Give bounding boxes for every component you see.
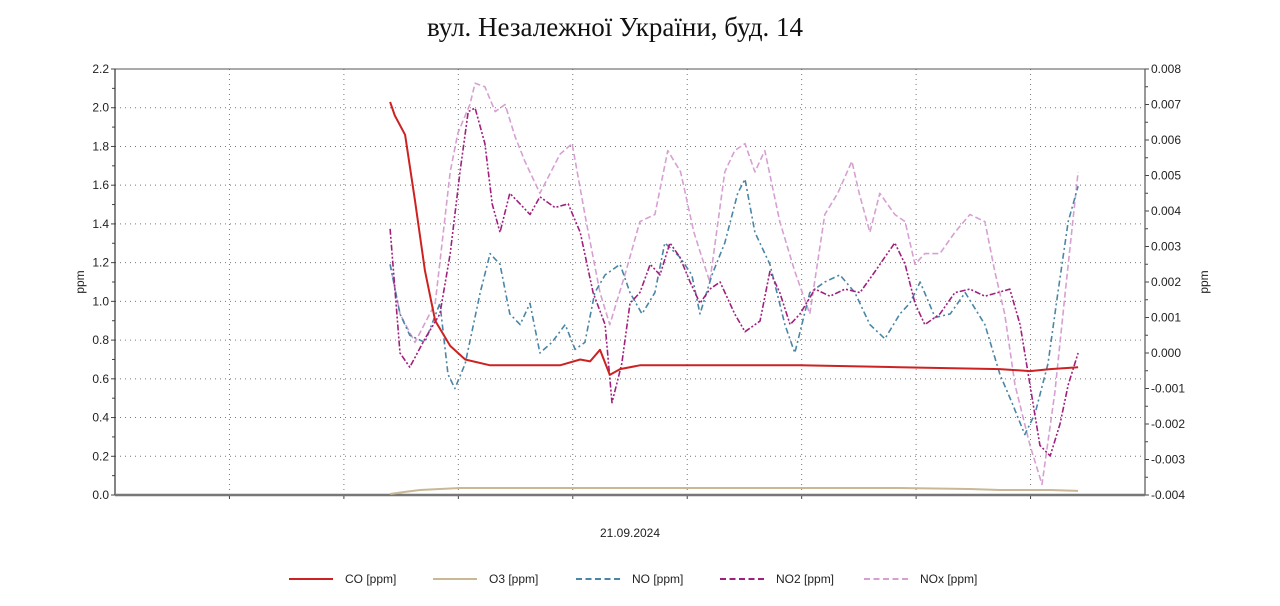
left-tick-label: 0.6	[92, 372, 109, 386]
series-line-o3	[389, 487, 1079, 495]
right-tick-label: 0.006	[1151, 133, 1181, 147]
series-line-no	[389, 178, 1079, 436]
right-tick-label: 0.001	[1151, 311, 1181, 325]
series-line-nox	[389, 82, 1079, 486]
left-tick-label: 1.8	[92, 139, 109, 153]
legend-label-nox: NOx [ppm]	[920, 572, 978, 586]
left-tick-label: 0.2	[92, 449, 109, 463]
right-tick-label: 0.003	[1151, 240, 1181, 254]
right-tick-label: 0.007	[1151, 98, 1181, 112]
legend-label-o3: O3 [ppm]	[489, 572, 539, 586]
right-tick-label: 0.008	[1151, 62, 1181, 76]
legend-label-no2: NO2 [ppm]	[776, 572, 835, 586]
left-tick-label: 2.2	[92, 62, 109, 76]
right-tick-label: -0.004	[1151, 488, 1185, 502]
y-axis-label-left: ppm	[73, 270, 87, 293]
right-tick-label: 0.002	[1151, 275, 1181, 289]
left-tick-label: 0.4	[92, 411, 109, 425]
legend-item-nox: NOx [ppm]	[864, 572, 977, 586]
left-tick-label: 1.4	[92, 217, 109, 231]
legend-label-co: CO [ppm]	[345, 572, 397, 586]
legend-swatch-nox	[864, 578, 908, 580]
left-tick-label: 2.0	[92, 101, 109, 115]
legend-swatch-no2	[720, 578, 764, 580]
legend-item-no2: NO2 [ppm]	[720, 572, 834, 586]
right-tick-label: 0.004	[1151, 204, 1181, 218]
right-tick-label: -0.002	[1151, 417, 1185, 431]
chart-title: вул. Незалежної України, буд. 14	[426, 12, 804, 42]
axis-labels: ppm ppm 21.09.2024	[73, 270, 1211, 540]
left-tick-label: 1.0	[92, 294, 109, 308]
y-axis-label-right: ppm	[1197, 270, 1211, 293]
right-tick-label: -0.003	[1151, 453, 1185, 467]
legend-item-o3: O3 [ppm]	[433, 572, 538, 586]
series-line-co	[389, 101, 1079, 376]
series-line-no2	[389, 107, 1079, 457]
legend-label-no: NO [ppm]	[632, 572, 684, 586]
right-tick-label: -0.001	[1151, 382, 1185, 396]
left-tick-label: 0.8	[92, 333, 109, 347]
left-tick-label: 1.2	[92, 256, 109, 270]
left-tick-label: 0.0	[92, 488, 109, 502]
legend-item-co: CO [ppm]	[289, 572, 396, 586]
left-tick-label: 1.6	[92, 178, 109, 192]
right-tick-label: 0.000	[1151, 346, 1181, 360]
right-tick-label: 0.005	[1151, 169, 1181, 183]
axes: 0.0 0.2 0.4 0.6 0.8 1.0 1.2 1.4 1.6 1.8 2.0 2.2 -0.0…	[92, 62, 1185, 502]
legend-swatch-co	[289, 578, 333, 580]
gridlines	[115, 69, 1145, 495]
legend-item-no: NO [ppm]	[576, 572, 683, 586]
x-axis-label: 21.09.2024	[600, 526, 660, 540]
legend-swatch-o3	[433, 578, 477, 580]
legend-swatch-no	[576, 578, 620, 580]
series-lines	[389, 82, 1079, 495]
